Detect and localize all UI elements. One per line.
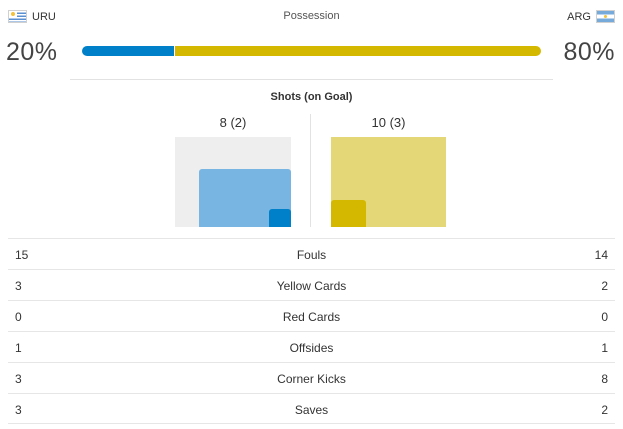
home-shots-label: 8 (2)	[219, 115, 247, 130]
away-team-name: ARG	[567, 10, 591, 23]
stat-row-yellow-cards: 3 Yellow Cards 2	[8, 269, 615, 300]
away-team: ARG	[567, 10, 615, 23]
stat-away-value: 2	[601, 279, 608, 293]
away-possession-segment	[175, 46, 541, 56]
possession-bar	[82, 46, 541, 56]
away-shots-label: 10 (3)	[371, 115, 406, 130]
stat-home-value: 1	[15, 341, 22, 355]
stat-away-value: 2	[601, 403, 608, 417]
stat-away-value: 8	[601, 372, 608, 386]
away-possession-pct: 80%	[563, 38, 615, 66]
stat-home-value: 3	[15, 403, 22, 417]
home-team-name: URU	[32, 10, 56, 23]
stat-label: Saves	[294, 403, 329, 417]
stat-home-value: 3	[15, 372, 22, 386]
away-shots-on-goal-bar	[331, 200, 367, 227]
home-shots-box	[175, 137, 291, 227]
stat-row-fouls: 15 Fouls 14	[8, 238, 615, 269]
argentina-flag-icon	[596, 10, 615, 23]
possession-title: Possession	[283, 10, 340, 22]
away-shots-box	[331, 137, 446, 227]
uruguay-flag-icon	[8, 10, 27, 23]
stat-home-value: 0	[15, 310, 22, 324]
stats-table: 15 Fouls 14 3 Yellow Cards 2 0 Red Cards…	[8, 238, 615, 424]
home-team: URU	[8, 10, 56, 23]
stat-away-value: 1	[601, 341, 608, 355]
possession-header: URU Possession ARG	[0, 0, 623, 32]
stat-row-offsides: 1 Offsides 1	[8, 331, 615, 362]
stat-label: Offsides	[289, 341, 334, 355]
shots-divider	[310, 114, 311, 227]
stat-row-saves: 3 Saves 2	[8, 393, 615, 424]
home-possession-pct: 20%	[6, 38, 58, 66]
stat-home-value: 15	[15, 248, 29, 262]
shots-title: Shots (on Goal)	[270, 91, 353, 103]
stat-label: Fouls	[296, 248, 327, 262]
stat-row-red-cards: 0 Red Cards 0	[8, 300, 615, 331]
stat-label: Corner Kicks	[277, 372, 346, 386]
section-divider	[70, 79, 553, 80]
stat-row-corner-kicks: 3 Corner Kicks 8	[8, 362, 615, 393]
stat-away-value: 14	[594, 248, 608, 262]
home-possession-segment	[82, 46, 174, 56]
stat-home-value: 3	[15, 279, 22, 293]
stat-label: Yellow Cards	[276, 279, 347, 293]
stat-away-value: 0	[601, 310, 608, 324]
home-shots-on-goal-bar	[268, 209, 291, 227]
stat-label: Red Cards	[282, 310, 341, 324]
